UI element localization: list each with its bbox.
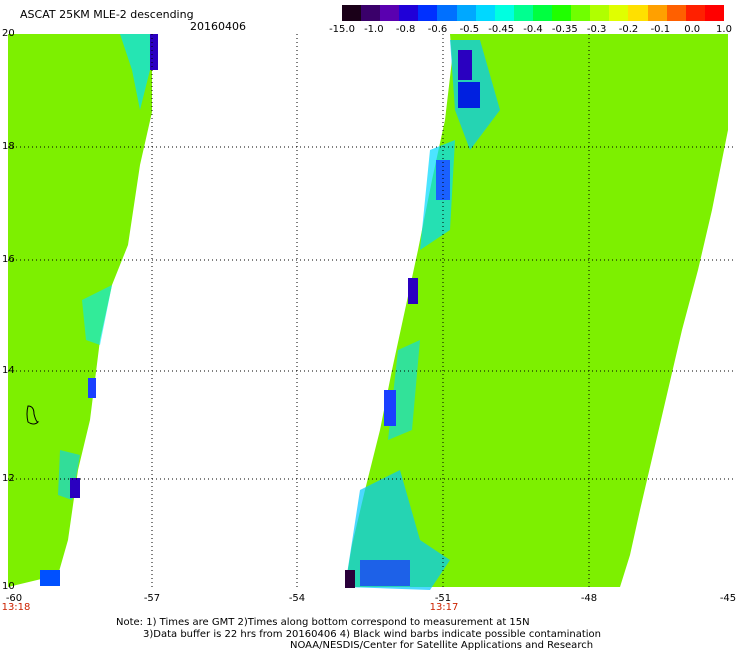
colorbar-tick-label: -15.0 xyxy=(329,24,355,35)
lat-label-16: 16 xyxy=(2,254,15,265)
colorbar-segment xyxy=(571,5,591,21)
lon-label-54: -54 xyxy=(288,593,306,604)
lon-label-45: -45 xyxy=(719,593,737,604)
lat-label-20: 20 xyxy=(2,28,15,39)
colorbar-segment xyxy=(380,5,400,21)
colorbar-segment xyxy=(552,5,572,21)
colorbar-segment xyxy=(342,5,362,21)
grid-lines xyxy=(8,34,735,588)
colorbar-segment xyxy=(666,5,686,21)
colorbar-segment xyxy=(628,5,648,21)
colorbar-tick-label: -0.6 xyxy=(427,24,448,35)
colorbar-segment xyxy=(647,5,667,21)
lon-label-57: -57 xyxy=(143,593,161,604)
colorbar-tick-label: -1.0 xyxy=(364,24,384,35)
colorbar-tick-label: -0.5 xyxy=(459,24,480,35)
colorbar-tick-label: -0.4 xyxy=(523,24,543,35)
lat-label-12: 12 xyxy=(2,473,15,484)
note-line-1: Note: 1) Times are GMT 2)Times along bot… xyxy=(116,617,530,628)
colorbar-segment xyxy=(532,5,553,21)
colorbar-segment xyxy=(590,5,610,21)
left-swath xyxy=(8,34,152,587)
colorbar-labels: -15.0 -1.0 -0.8 -0.6 -0.5 -0.45 -0.4 -0.35 -0.3-… xyxy=(329,24,740,38)
colorbar-segment xyxy=(437,5,457,21)
colorbar-segment xyxy=(609,5,629,21)
colorbar-tick-label: 0.0 xyxy=(684,24,701,35)
time-label-left: 13:18 xyxy=(1,602,31,613)
colorbar xyxy=(342,5,724,21)
colorbar-tick-label: -0.45 xyxy=(488,24,515,35)
colorbar-segment xyxy=(475,5,495,21)
lon-label-48: -48 xyxy=(580,593,598,604)
colorbar-tick-label: 1.0 xyxy=(716,24,732,35)
lat-label-10: 10 xyxy=(2,581,15,592)
colorbar-tick-label: -0.3 xyxy=(586,24,607,35)
colorbar-segment xyxy=(685,5,705,21)
colorbar-segment xyxy=(456,5,476,21)
lat-label-18: 18 xyxy=(2,141,15,152)
lon-label-60: -60 xyxy=(5,593,23,604)
lon-label-51: -51 xyxy=(434,593,452,604)
colorbar-tick-label: -0.8 xyxy=(395,24,416,35)
colorbar-segment xyxy=(361,5,381,21)
lat-label-14: 14 xyxy=(2,365,15,376)
note-line-3: NOAA/NESDIS/Center for Satellite Applica… xyxy=(290,640,594,651)
colorbar-tick-label: -0.2 xyxy=(618,24,639,35)
colorbar-segment xyxy=(418,5,438,21)
colorbar-segment xyxy=(494,5,514,21)
island-outline xyxy=(26,405,40,425)
time-label-right: 13:17 xyxy=(429,602,459,613)
colorbar-tick-label: -0.35 xyxy=(551,24,578,35)
title: ASCAT 25KM MLE-2 descending xyxy=(20,8,194,21)
colorbar-segment xyxy=(513,5,533,21)
colorbar-segment xyxy=(704,5,724,21)
note-line-2: 3)Data buffer is 22 hrs from 20160406 4)… xyxy=(143,629,601,640)
colorbar-segment xyxy=(399,5,419,21)
date-label: 20160406 xyxy=(190,20,246,33)
colorbar-tick-label: -0.1 xyxy=(650,24,671,35)
swath-edge-features xyxy=(40,34,500,590)
